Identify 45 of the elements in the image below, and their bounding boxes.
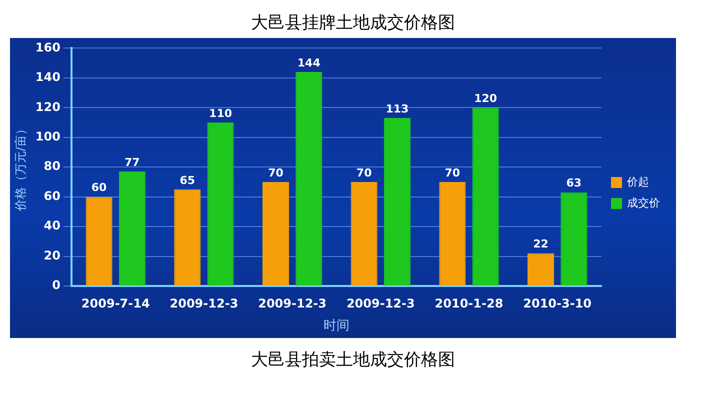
data-label: 60 [91, 181, 108, 194]
x-axis-title: 时间 [323, 318, 350, 334]
x-tick-label: 2009-12-3 [258, 296, 327, 310]
y-tick-label: 0 [52, 278, 60, 292]
y-axis-title: 价格（万元/亩） [13, 123, 28, 212]
bar [384, 118, 410, 286]
data-label: 70 [356, 166, 372, 180]
x-tick-label: 2009-12-3 [346, 296, 415, 310]
bar [350, 182, 378, 286]
bar [560, 192, 588, 286]
x-tick-label: 2009-7-14 [81, 296, 150, 310]
x-tick-label: 2009-12-3 [170, 296, 238, 310]
x-tick-label: 2010-1-28 [434, 296, 504, 310]
bar [472, 108, 499, 286]
bar [528, 253, 554, 286]
y-tick-label: 80 [44, 159, 60, 174]
text: 大邑县拍卖土地成交价格图 [250, 349, 456, 371]
data-label: 144 [297, 56, 321, 70]
data-label: 120 [474, 92, 498, 106]
bar [439, 182, 466, 286]
data-label: 65 [180, 174, 196, 187]
bar [86, 196, 112, 286]
x-tick-label: 2010-3-10 [523, 296, 592, 310]
data-label: 22 [533, 238, 548, 251]
y-tick-label: 40 [44, 218, 60, 233]
bar [296, 72, 322, 286]
bar [118, 172, 146, 286]
bar [174, 189, 201, 286]
chart-title: 大邑县挂牌土地成交价格图 [250, 12, 456, 35]
data-label: 70 [444, 166, 460, 180]
y-tick-label: 60 [44, 188, 60, 203]
y-tick-label: 20 [44, 248, 60, 262]
y-tick-label: 160 [35, 40, 60, 54]
y-tick-label: 140 [35, 70, 60, 84]
legend-label: 成交价 [627, 196, 660, 210]
data-label: 113 [386, 102, 409, 116]
data-label: 70 [268, 166, 284, 180]
data-label: 63 [566, 176, 582, 190]
y-tick-label: 100 [35, 130, 60, 144]
legend-label: 价起 [626, 175, 649, 188]
bar [207, 122, 234, 286]
y-tick-label: 120 [35, 100, 60, 114]
data-label: 77 [124, 156, 140, 169]
data-label: 110 [209, 106, 232, 120]
bar [262, 182, 289, 286]
